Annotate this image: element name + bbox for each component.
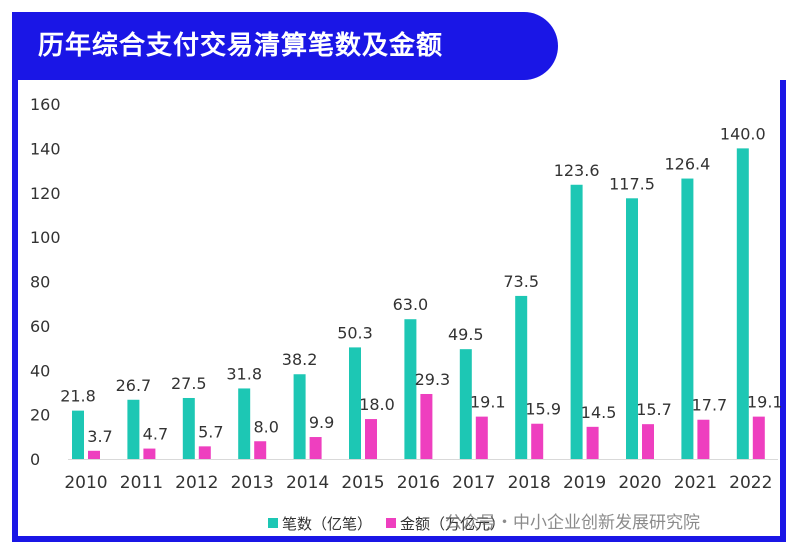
bar-amount bbox=[88, 450, 100, 459]
data-label-count: 126.4 bbox=[664, 155, 710, 174]
data-label-count: 38.2 bbox=[282, 350, 318, 369]
bar-amount bbox=[642, 424, 654, 459]
bar-count bbox=[570, 184, 583, 459]
bar-amount bbox=[198, 446, 211, 459]
y-tick-label: 140 bbox=[30, 139, 61, 158]
data-label-amount: 19.1 bbox=[747, 393, 783, 412]
x-tick-label: 2020 bbox=[618, 473, 661, 493]
bar-amount bbox=[586, 426, 599, 459]
bar-count bbox=[72, 410, 84, 459]
y-tick-label: 80 bbox=[30, 273, 50, 292]
legend: 笔数（亿笔） 金额（万亿元） bbox=[268, 511, 519, 535]
x-tick-label: 2010 bbox=[64, 473, 107, 493]
x-tick-label: 2016 bbox=[397, 473, 440, 493]
title-banner: 历年综合支付交易清算笔数及金额 bbox=[12, 12, 558, 80]
bar-amount bbox=[254, 441, 267, 459]
chart-title: 历年综合支付交易清算笔数及金额 bbox=[38, 31, 444, 61]
x-tick-label: 2012 bbox=[175, 473, 218, 493]
y-tick-label: 20 bbox=[30, 406, 50, 425]
bar-count bbox=[736, 148, 749, 459]
data-label-amount: 5.7 bbox=[198, 422, 223, 441]
bar-amount bbox=[475, 416, 488, 459]
y-tick-label: 40 bbox=[30, 361, 50, 380]
y-tick-label: 0 bbox=[30, 450, 40, 469]
bar-count bbox=[182, 397, 195, 459]
bar-amount bbox=[420, 393, 433, 459]
legend-label-count: 笔数（亿笔） bbox=[282, 514, 373, 533]
y-tick-label: 120 bbox=[30, 184, 61, 203]
y-tick-label: 60 bbox=[30, 317, 50, 336]
data-label-amount: 3.7 bbox=[87, 427, 112, 446]
data-label-amount: 18.0 bbox=[359, 395, 395, 414]
bar-count bbox=[404, 319, 417, 459]
bar-amount bbox=[697, 419, 710, 459]
data-label-amount: 15.7 bbox=[636, 400, 672, 419]
bar-amount bbox=[752, 416, 765, 459]
watermark: 公众号・中小企业创新发展研究院 bbox=[445, 513, 700, 533]
y-tick-label: 100 bbox=[30, 228, 61, 247]
legend-swatch-count bbox=[268, 518, 278, 528]
bar-count bbox=[681, 178, 694, 460]
data-label-count: 50.3 bbox=[337, 323, 373, 342]
data-label-count: 27.5 bbox=[171, 374, 207, 393]
data-label-count: 21.8 bbox=[60, 387, 96, 406]
data-label-amount: 14.5 bbox=[581, 403, 617, 422]
bar-count bbox=[127, 399, 140, 459]
x-tick-label: 2021 bbox=[674, 473, 717, 493]
legend-label-amount: 金额（万亿元） bbox=[400, 514, 506, 533]
data-label-amount: 29.3 bbox=[415, 370, 451, 389]
x-tick-label: 2018 bbox=[508, 473, 551, 493]
data-label-amount: 8.0 bbox=[253, 417, 278, 436]
bar-amount bbox=[531, 423, 544, 459]
x-tick-label: 2014 bbox=[286, 473, 329, 493]
y-tick-label: 160 bbox=[30, 95, 61, 114]
data-label-count: 49.5 bbox=[448, 325, 484, 344]
bar-count bbox=[515, 295, 528, 459]
bar-count bbox=[349, 347, 361, 459]
x-tick-label: 2022 bbox=[729, 473, 772, 493]
x-tick-label: 2013 bbox=[231, 473, 274, 493]
data-label-amount: 4.7 bbox=[143, 425, 168, 444]
data-label-count: 73.5 bbox=[503, 272, 539, 291]
data-label-count: 123.6 bbox=[554, 161, 600, 180]
bar-count bbox=[238, 388, 251, 459]
data-label-count: 26.7 bbox=[116, 376, 152, 395]
bar-amount bbox=[365, 419, 377, 459]
data-label-amount: 19.1 bbox=[470, 393, 506, 412]
legend-swatch-amount bbox=[386, 518, 397, 528]
data-label-count: 117.5 bbox=[609, 174, 655, 193]
data-label-count: 140.0 bbox=[720, 124, 766, 143]
legend-item-count: 笔数（亿笔） bbox=[268, 513, 372, 534]
bar-count bbox=[293, 374, 306, 459]
x-tick-label: 2011 bbox=[120, 473, 163, 493]
x-tick-label: 2019 bbox=[563, 473, 606, 493]
data-label-amount: 9.9 bbox=[309, 413, 334, 432]
x-tick-label: 2015 bbox=[341, 473, 384, 493]
legend-item-amount: 金额（万亿元） bbox=[386, 513, 505, 534]
data-label-amount: 15.9 bbox=[525, 400, 561, 419]
data-label-count: 31.8 bbox=[226, 364, 262, 383]
data-label-amount: 17.7 bbox=[692, 396, 728, 415]
x-tick-label: 2017 bbox=[452, 473, 495, 493]
bar-count bbox=[626, 198, 638, 459]
bar-amount bbox=[309, 437, 322, 459]
bar-amount bbox=[143, 448, 156, 459]
chart-frame bbox=[12, 80, 786, 542]
bar-count bbox=[459, 349, 472, 459]
data-label-count: 63.0 bbox=[393, 295, 429, 314]
